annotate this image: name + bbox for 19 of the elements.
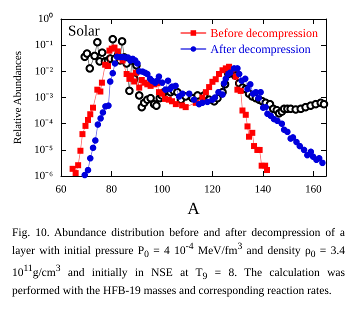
y-tick-label: 10⁻⁶ xyxy=(34,170,54,182)
x-tick-label: 120 xyxy=(204,184,222,196)
y-tick-label: 10⁰ xyxy=(38,12,53,25)
legend-label: After decompression xyxy=(210,42,311,56)
y-axis-title: Relative Abundances xyxy=(12,50,24,144)
legend-label: Before decompression xyxy=(210,26,318,40)
x-tick-label: 60 xyxy=(56,184,67,196)
y-tick-label: 10⁻¹ xyxy=(34,39,53,52)
x-tick-label: 80 xyxy=(106,184,118,196)
x-tick-label: 100 xyxy=(154,184,171,196)
y-tick-label: 10⁻⁴ xyxy=(34,118,54,130)
text: Fig. 10. Abundance distribution before and after decompression of a layer with initial pressure P$_{0}$ = 4 10$^{-4}$ MeV/fm$^{3}$ and density ρ$_{0}$ = 3.4 10$^{11}$g/cm$^{3}$ and initially in NSE at T$_{9}$ = 8. The calculation was performed with the HFB-19 masses and corresponding reaction rates. xyxy=(12,227,345,298)
y-tick-label: 10⁻² xyxy=(34,65,54,78)
x-tick-label: 140 xyxy=(254,184,272,196)
x-tick-label: 160 xyxy=(305,184,322,196)
x-axis-title: A xyxy=(187,199,200,218)
y-tick-label: 10⁻⁵ xyxy=(34,144,54,156)
y-tick-label: 10⁻³ xyxy=(34,92,54,104)
series-label: Solar xyxy=(68,24,100,40)
